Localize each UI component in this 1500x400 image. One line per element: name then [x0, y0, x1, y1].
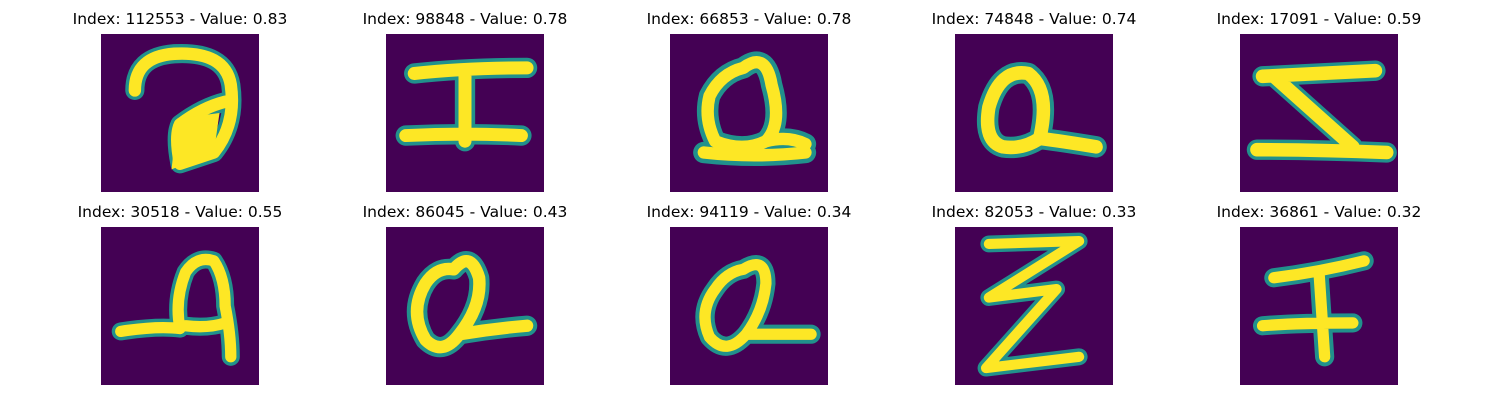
image-title: Index: 94119 - Value: 0.34	[646, 203, 852, 221]
image-tile: Index: 98848 - Value: 0.78	[345, 0, 585, 192]
glyph-image	[955, 227, 1113, 385]
image-title: Index: 36861 - Value: 0.32	[1216, 203, 1422, 221]
image-title: Index: 17091 - Value: 0.59	[1216, 10, 1422, 28]
image-tile: Index: 94119 - Value: 0.34	[629, 193, 869, 385]
image-title: Index: 86045 - Value: 0.43	[362, 203, 568, 221]
image-tile: Index: 17091 - Value: 0.59	[1199, 0, 1439, 192]
glyph-image	[670, 34, 828, 192]
image-tile: Index: 82053 - Value: 0.33	[914, 193, 1154, 385]
glyph-image	[670, 227, 828, 385]
image-tile: Index: 36861 - Value: 0.32	[1199, 193, 1439, 385]
image-title: Index: 112553 - Value: 0.83	[72, 10, 288, 28]
image-tile: Index: 112553 - Value: 0.83	[60, 0, 300, 192]
glyph-image	[386, 34, 544, 192]
image-title: Index: 98848 - Value: 0.78	[362, 10, 568, 28]
glyph-image	[1240, 34, 1398, 192]
glyph-image	[955, 34, 1113, 192]
image-title: Index: 30518 - Value: 0.55	[77, 203, 283, 221]
glyph-image	[1240, 227, 1398, 385]
glyph-image	[101, 34, 259, 192]
glyph-image	[386, 227, 544, 385]
glyph-image	[101, 227, 259, 385]
image-tile: Index: 74848 - Value: 0.74	[914, 0, 1154, 192]
image-title: Index: 82053 - Value: 0.33	[931, 203, 1137, 221]
image-tile: Index: 66853 - Value: 0.78	[629, 0, 869, 192]
image-title: Index: 74848 - Value: 0.74	[931, 10, 1137, 28]
image-tile: Index: 86045 - Value: 0.43	[345, 193, 585, 385]
image-title: Index: 66853 - Value: 0.78	[646, 10, 852, 28]
image-tile: Index: 30518 - Value: 0.55	[60, 193, 300, 385]
